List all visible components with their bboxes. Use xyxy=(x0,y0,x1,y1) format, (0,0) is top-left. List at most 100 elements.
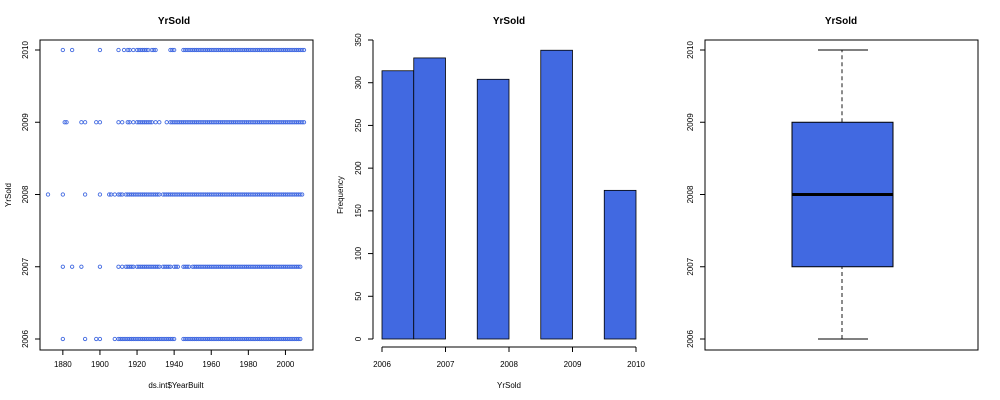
scatter-point xyxy=(60,47,65,53)
scatter-point xyxy=(296,264,301,269)
scatter-title: YrSold xyxy=(158,16,190,27)
scatter-x-tick-label: 1880 xyxy=(54,360,72,369)
scatter-point xyxy=(79,120,84,125)
scatter-point xyxy=(299,192,305,197)
histogram-y-tick-label: 100 xyxy=(354,246,363,260)
boxplot-y-tick-label: 2009 xyxy=(686,113,695,131)
scatter-point xyxy=(120,264,125,269)
boxplot-panel: YrSold 2006 2007 2008 2009 2010 xyxy=(686,16,979,351)
boxplot-y-axis: 2006 2007 2008 2009 2010 xyxy=(686,41,706,348)
histogram-x-tick-label: 2008 xyxy=(500,360,518,369)
scatter-points xyxy=(45,47,307,342)
scatter-point xyxy=(116,264,121,269)
scatter-y-label: YrSold xyxy=(4,183,13,207)
scatter-point xyxy=(147,120,153,125)
scatter-point xyxy=(155,264,160,269)
histogram-bar xyxy=(476,78,510,340)
scatter-point xyxy=(125,120,130,125)
scatter-point xyxy=(153,120,158,125)
scatter-point xyxy=(301,47,307,53)
scatter-y-tick-label: 2006 xyxy=(21,330,30,348)
scatter-point xyxy=(171,336,177,342)
scatter-x-axis: 1880 1900 1920 1940 1960 1980 2000 xyxy=(54,349,295,369)
scatter-point xyxy=(131,47,136,53)
histogram-x-label: YrSold xyxy=(497,381,521,390)
scatter-y-tick-label: 2009 xyxy=(21,113,30,131)
scatter-point xyxy=(184,264,190,269)
scatter-point xyxy=(153,47,158,53)
scatter-y-axis: 2006 2007 2008 2009 2010 xyxy=(21,41,41,348)
scatter-point xyxy=(170,47,175,53)
scatter-point xyxy=(118,192,123,197)
scatter-y-tick-label: 2007 xyxy=(21,257,30,275)
scatter-point xyxy=(151,47,156,53)
histogram-y-tick-label: 350 xyxy=(354,33,363,47)
scatter-point xyxy=(112,336,117,342)
histogram-y-tick-label: 50 xyxy=(354,291,363,300)
scatter-point xyxy=(164,120,169,125)
scatter-x-tick-label: 1900 xyxy=(91,360,109,369)
scatter-x-tick-label: 1960 xyxy=(202,360,220,369)
histogram-y-tick-label: 0 xyxy=(354,336,363,341)
boxplot-title: YrSold xyxy=(825,16,857,27)
scatter-point xyxy=(166,264,171,269)
scatter-point xyxy=(173,264,179,269)
histogram-x-tick-label: 2009 xyxy=(564,360,582,369)
scatter-point xyxy=(60,264,65,269)
scatter-point xyxy=(79,264,84,269)
scatter-point xyxy=(298,264,303,269)
scatter-point xyxy=(175,264,181,269)
scatter-point xyxy=(296,336,301,342)
scatter-point xyxy=(82,192,88,197)
scatter-point xyxy=(299,120,305,125)
scatter-point xyxy=(60,192,65,197)
histogram-bar xyxy=(381,70,415,340)
histogram-bars xyxy=(381,49,637,340)
scatter-point xyxy=(62,120,67,125)
scatter-point xyxy=(82,120,88,125)
scatter-point xyxy=(155,192,160,197)
scatter-x-tick-label: 1940 xyxy=(165,360,183,369)
scatter-point xyxy=(116,47,121,53)
scatter-x-label: ds.int$YearBuilt xyxy=(148,381,204,390)
histogram-bar xyxy=(540,49,573,340)
scatter-point xyxy=(97,336,103,342)
histogram-panel: YrSold 2006 2007 2008 2009 2010 0 50 100 150 200… xyxy=(336,16,645,390)
scatter-point xyxy=(298,192,303,197)
boxplot-box-group xyxy=(791,49,894,340)
boxplot-y-tick-label: 2008 xyxy=(686,185,695,203)
scatter-point xyxy=(125,47,130,53)
scatter-point xyxy=(299,47,305,53)
histogram-y-label: Frequency xyxy=(336,176,345,214)
scatter-point xyxy=(131,120,136,125)
scatter-point xyxy=(301,120,307,125)
scatter-x-tick-label: 2000 xyxy=(277,360,295,369)
scatter-point xyxy=(97,47,103,53)
scatter-point xyxy=(121,47,127,53)
histogram-y-tick-label: 200 xyxy=(354,161,363,175)
boxplot-y-tick-label: 2007 xyxy=(686,257,695,275)
scatter-point xyxy=(97,120,103,125)
scatter-point xyxy=(69,47,75,53)
scatter-point xyxy=(82,336,88,342)
scatter-point xyxy=(60,336,65,342)
scatter-point xyxy=(170,336,175,342)
histogram-title: YrSold xyxy=(493,16,525,27)
boxplot-y-tick-label: 2006 xyxy=(686,330,695,348)
scatter-point xyxy=(97,264,103,269)
scatter-point xyxy=(94,336,99,342)
scatter-y-tick-label: 2010 xyxy=(21,41,30,59)
scatter-x-tick-label: 1920 xyxy=(128,360,146,369)
scatter-point xyxy=(120,120,125,125)
scatter-x-tick-label: 1980 xyxy=(239,360,257,369)
scatter-point xyxy=(94,120,99,125)
histogram-x-axis: 2006 2007 2008 2009 2010 xyxy=(373,346,645,369)
scatter-point xyxy=(129,264,134,269)
scatter-point xyxy=(144,47,149,53)
histogram-y-axis: 0 50 100 150 200 250 300 350 xyxy=(354,33,374,341)
histogram-y-tick-label: 300 xyxy=(354,75,363,89)
histogram-y-tick-label: 150 xyxy=(354,204,363,218)
scatter-point xyxy=(116,120,121,125)
scatter-point xyxy=(64,120,69,125)
